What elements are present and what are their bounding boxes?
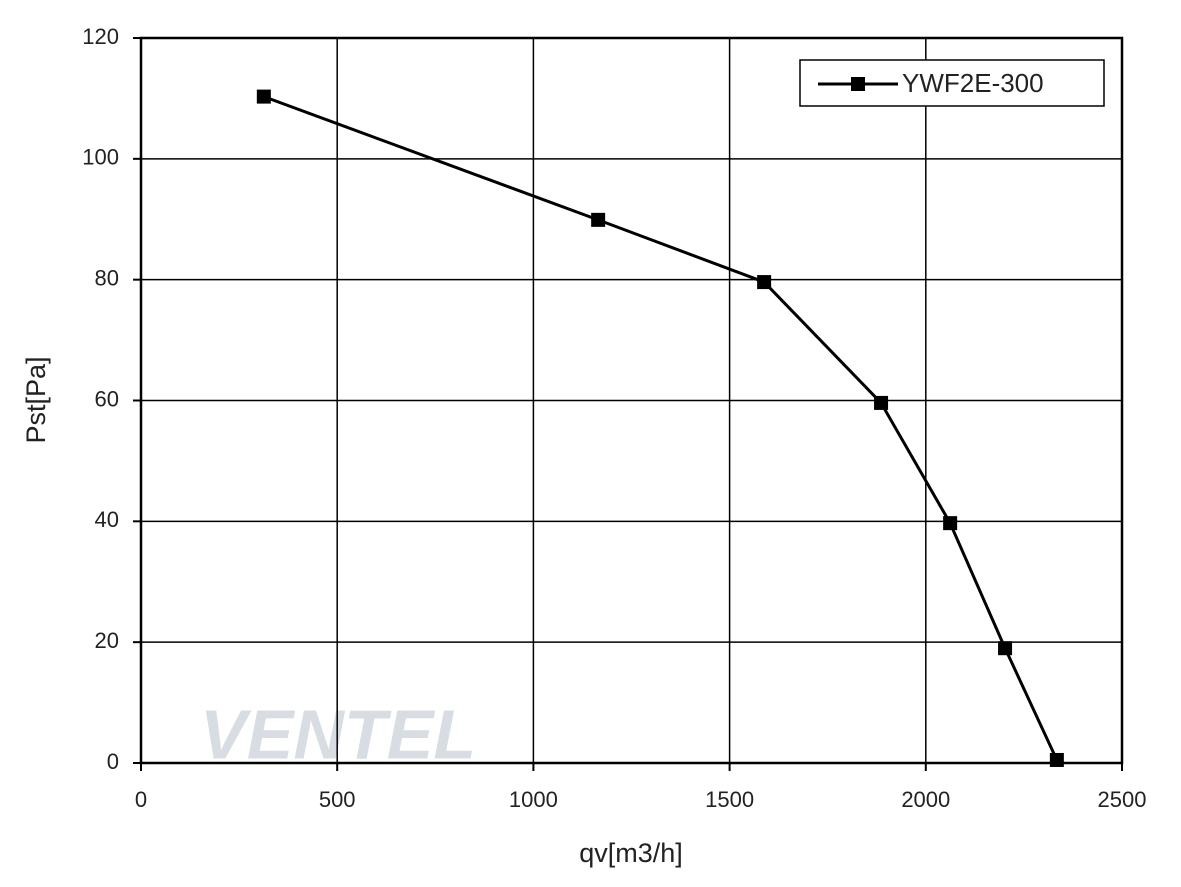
point: [874, 395, 889, 410]
x-tick-label: 500: [319, 787, 356, 812]
point: [757, 275, 772, 290]
x-axis-title: qv[m3/h]: [579, 838, 683, 868]
x-tick-label: 2500: [1098, 787, 1147, 812]
point: [591, 212, 606, 227]
x-tick-label: 0: [135, 787, 147, 812]
plot-frame: [139, 36, 1124, 765]
y-tick-label: 120: [82, 24, 119, 49]
point: [998, 641, 1013, 656]
point: [943, 516, 958, 531]
point: [256, 89, 271, 104]
x-tick-label: 2000: [901, 787, 950, 812]
legend-marker: [851, 77, 865, 91]
y-tick-label: 0: [107, 749, 119, 774]
series-line: [263, 95, 1059, 761]
y-tick-label: 40: [95, 507, 119, 532]
x-tick-label: 1500: [705, 787, 754, 812]
y-tick-label: 60: [95, 386, 119, 411]
watermark: VENTEL: [200, 695, 476, 773]
y-tick-label: 20: [95, 628, 119, 653]
x-tick-label: 1000: [509, 787, 558, 812]
y-tick-label: 100: [82, 145, 119, 170]
legend-label: YWF2E-300: [902, 68, 1044, 98]
y-axis-title: Pst[Pa]: [21, 356, 51, 443]
y-tick-label: 80: [95, 265, 119, 290]
point: [1049, 752, 1064, 767]
